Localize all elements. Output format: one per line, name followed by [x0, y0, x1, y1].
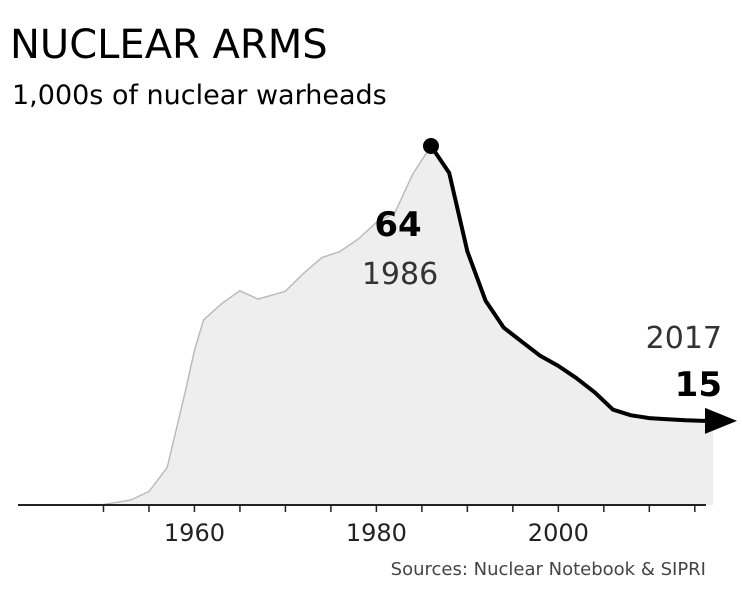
- x-tick-label: 1980: [346, 519, 407, 547]
- x-tick-label: 1960: [164, 519, 225, 547]
- warheads-series-line: [57, 145, 432, 506]
- peak-value-label: 64: [374, 205, 421, 245]
- chart-subtitle: 1,000s of nuclear warheads: [12, 80, 387, 111]
- decline-line: [429, 144, 713, 423]
- x-tick-label: 2000: [528, 519, 589, 547]
- x-axis: 1960 1980 2000: [18, 504, 706, 547]
- chart-title: NUCLEAR ARMS: [10, 22, 328, 68]
- peak-marker: [422, 138, 439, 154]
- end-year-label: 2017: [646, 321, 722, 356]
- arrow-icon: [705, 407, 737, 434]
- warheads-area: [58, 146, 713, 505]
- peak-year-label: 1986: [362, 257, 438, 292]
- source-note: Sources: Nuclear Notebook & SIPRI: [391, 559, 706, 580]
- plot-area: [57, 145, 713, 506]
- end-value-label: 15: [675, 365, 722, 405]
- highlight-series: [422, 138, 737, 434]
